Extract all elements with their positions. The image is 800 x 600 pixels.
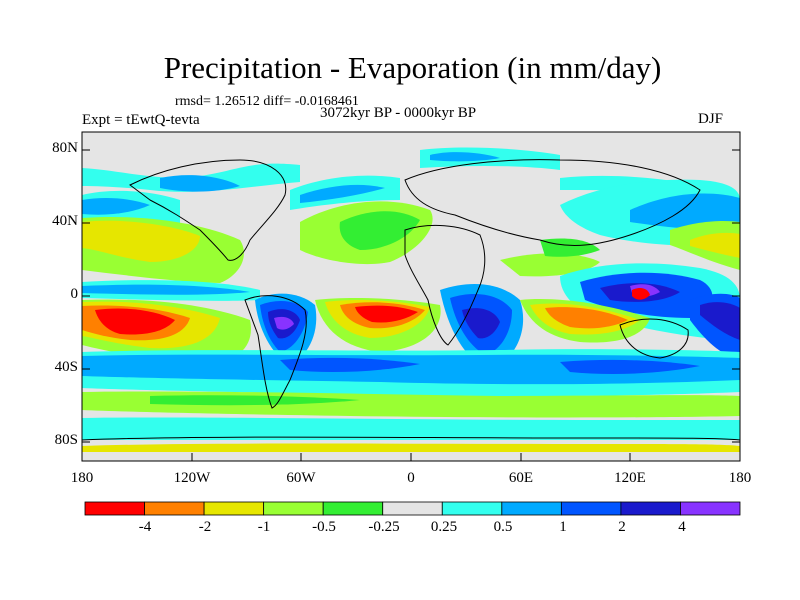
period-label: 3072kyr BP - 0000kyr BP	[320, 105, 477, 121]
field-layer	[82, 132, 740, 461]
colorbar-swatch	[203, 501, 265, 516]
colorbar-swatch	[680, 501, 741, 516]
stats-label: rmsd= 1.26512 diff= -0.0168461	[175, 94, 359, 109]
x-tick-label: 0	[407, 470, 415, 486]
colorbar-label: 0.5	[493, 519, 513, 535]
colorbar-swatch	[322, 501, 384, 516]
map-title: Precipitation - Evaporation (in mm/day)	[163, 50, 662, 85]
colorbar-label: 2	[618, 519, 626, 535]
colorbar	[84, 501, 741, 516]
colorbar-label: -1	[257, 519, 271, 535]
colorbar-swatch	[501, 501, 562, 516]
season-label: DJF	[698, 111, 724, 127]
colorbar-swatch	[382, 501, 443, 516]
experiment-label: Expt = tEwtQ-tevta	[82, 112, 200, 128]
x-tick-label: 180	[728, 470, 752, 486]
colorbar-label: -4	[138, 519, 152, 535]
colorbar-label: 0.25	[430, 519, 458, 535]
colorbar-swatch	[441, 501, 503, 516]
colorbar-swatch	[620, 501, 681, 516]
colorbar-swatch	[144, 501, 205, 516]
x-tick-label: 120E	[614, 470, 646, 486]
colorbar-label: -0.25	[368, 519, 400, 535]
colorbar-swatch	[560, 501, 622, 516]
y-tick-label: 80N	[52, 140, 78, 156]
colorbar-label: 4	[678, 519, 686, 535]
axis-ticks	[81, 149, 741, 461]
colorbar-swatch	[84, 501, 145, 516]
y-tick-label: 40S	[54, 359, 78, 375]
colorbar-label: -2	[198, 519, 212, 535]
x-tick-label: 120W	[173, 470, 211, 486]
y-tick-label: 80S	[54, 432, 78, 448]
colorbar-label: 1	[559, 519, 567, 535]
x-tick-label: 180	[70, 470, 94, 486]
y-tick-label: 40N	[52, 213, 78, 229]
colorbar-label: -0.5	[312, 519, 336, 535]
y-tick-label: 0	[70, 286, 79, 302]
x-tick-label: 60W	[286, 470, 316, 486]
x-tick-label: 60E	[508, 470, 534, 486]
coastlines	[82, 159, 740, 441]
colorbar-swatch	[263, 501, 324, 516]
